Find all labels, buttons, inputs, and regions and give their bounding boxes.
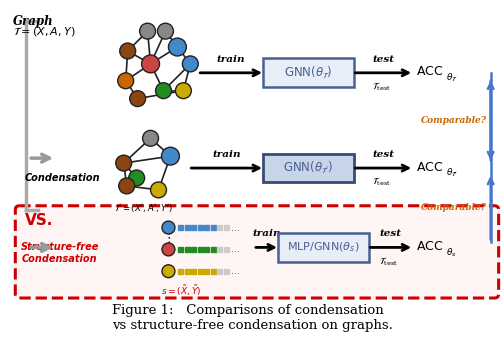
Text: ...: ... bbox=[231, 223, 240, 233]
Bar bbox=[185, 225, 190, 230]
Text: $\mathrm{ACC}$: $\mathrm{ACC}$ bbox=[416, 240, 444, 253]
Bar bbox=[204, 269, 209, 274]
Text: test: test bbox=[380, 230, 402, 238]
Circle shape bbox=[120, 43, 136, 59]
Circle shape bbox=[151, 182, 166, 198]
Text: ⋮: ⋮ bbox=[162, 232, 175, 245]
Bar bbox=[211, 247, 216, 252]
Circle shape bbox=[162, 221, 175, 234]
Text: $\theta_s$: $\theta_s$ bbox=[446, 246, 457, 259]
Circle shape bbox=[168, 38, 186, 56]
Text: $\mathrm{ACC}$: $\mathrm{ACC}$ bbox=[416, 65, 444, 78]
Circle shape bbox=[116, 155, 132, 171]
Text: train: train bbox=[212, 150, 241, 159]
Bar bbox=[211, 269, 216, 274]
Bar bbox=[185, 269, 190, 274]
Bar bbox=[192, 225, 197, 230]
Circle shape bbox=[129, 170, 145, 186]
Text: ...: ... bbox=[231, 244, 240, 254]
Text: $\mathrm{MLP/GNN}(\theta_s)$: $\mathrm{MLP/GNN}(\theta_s)$ bbox=[287, 240, 360, 254]
Text: $s = (\tilde{X}, \tilde{Y})$: $s = (\tilde{X}, \tilde{Y})$ bbox=[160, 283, 201, 298]
Text: Comparable?: Comparable? bbox=[421, 203, 487, 212]
Text: $\mathcal{T}_{\mathrm{test}}$: $\mathcal{T}_{\mathrm{test}}$ bbox=[372, 81, 391, 93]
Bar bbox=[224, 247, 229, 252]
Circle shape bbox=[156, 83, 171, 99]
Bar bbox=[217, 247, 222, 252]
Text: Graph: Graph bbox=[13, 15, 54, 28]
Bar bbox=[178, 225, 183, 230]
Text: $\mathcal{T}_{\mathrm{test}}$: $\mathcal{T}_{\mathrm{test}}$ bbox=[372, 176, 391, 189]
Text: $\mathcal{T}_{\mathrm{test}}$: $\mathcal{T}_{\mathrm{test}}$ bbox=[380, 256, 398, 268]
Bar bbox=[192, 269, 197, 274]
Bar bbox=[204, 247, 209, 252]
FancyBboxPatch shape bbox=[15, 206, 498, 298]
Bar bbox=[217, 269, 222, 274]
Bar bbox=[198, 247, 203, 252]
Text: $\mathcal{T}^{\prime} = (X^{\prime}, A^{\prime}, Y^{\prime})$: $\mathcal{T}^{\prime} = (X^{\prime}, A^{… bbox=[114, 202, 172, 214]
Text: $\theta_{\mathcal{T}}$: $\theta_{\mathcal{T}}$ bbox=[446, 71, 458, 84]
Circle shape bbox=[162, 265, 175, 278]
Circle shape bbox=[118, 73, 134, 89]
Text: train: train bbox=[217, 55, 245, 64]
Circle shape bbox=[142, 55, 159, 73]
FancyBboxPatch shape bbox=[264, 58, 354, 87]
Bar bbox=[198, 225, 203, 230]
Circle shape bbox=[158, 23, 173, 39]
Text: Condensation: Condensation bbox=[21, 254, 97, 264]
Text: Condensation: Condensation bbox=[24, 173, 100, 183]
Circle shape bbox=[175, 83, 192, 99]
Bar bbox=[178, 269, 183, 274]
Circle shape bbox=[119, 178, 135, 194]
Circle shape bbox=[130, 91, 146, 106]
Text: test: test bbox=[372, 150, 394, 159]
Text: VS.: VS. bbox=[25, 213, 53, 228]
Text: $\theta_{\mathcal{T}^{\prime}}$: $\theta_{\mathcal{T}^{\prime}}$ bbox=[446, 167, 458, 179]
Circle shape bbox=[161, 147, 179, 165]
Text: $\mathcal{T} = (X, A, Y)$: $\mathcal{T} = (X, A, Y)$ bbox=[13, 25, 76, 38]
Text: test: test bbox=[372, 55, 394, 64]
Text: $\mathrm{GNN}(\theta_{\mathcal{T}^{\prime}})$: $\mathrm{GNN}(\theta_{\mathcal{T}^{\prim… bbox=[283, 160, 334, 176]
Bar bbox=[185, 247, 190, 252]
Bar bbox=[192, 247, 197, 252]
Circle shape bbox=[182, 56, 198, 72]
Bar bbox=[217, 225, 222, 230]
FancyBboxPatch shape bbox=[264, 154, 354, 182]
FancyBboxPatch shape bbox=[278, 233, 369, 262]
Text: $\mathrm{GNN}(\theta_{\mathcal{T}})$: $\mathrm{GNN}(\theta_{\mathcal{T}})$ bbox=[284, 65, 333, 81]
Text: Comparable?: Comparable? bbox=[421, 116, 487, 125]
Bar bbox=[178, 247, 183, 252]
Text: Figure 1:   Comparisons of condensation
vs structure-free condensation on graphs: Figure 1: Comparisons of condensation vs… bbox=[111, 304, 393, 332]
Text: Structure-free: Structure-free bbox=[21, 243, 100, 252]
Bar bbox=[224, 269, 229, 274]
Text: train: train bbox=[252, 230, 281, 238]
Circle shape bbox=[143, 130, 159, 146]
Bar bbox=[198, 269, 203, 274]
Circle shape bbox=[162, 243, 175, 256]
Circle shape bbox=[140, 23, 156, 39]
Bar bbox=[204, 225, 209, 230]
Bar bbox=[211, 225, 216, 230]
Text: ...: ... bbox=[231, 266, 240, 276]
Text: $\mathrm{ACC}$: $\mathrm{ACC}$ bbox=[416, 161, 444, 174]
Bar bbox=[224, 225, 229, 230]
